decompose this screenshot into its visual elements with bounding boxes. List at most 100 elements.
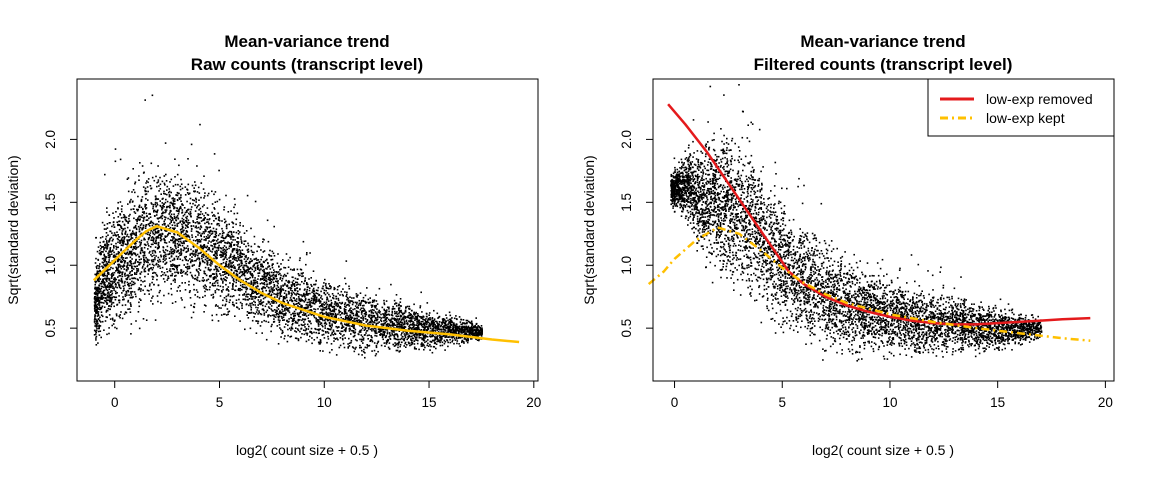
scatter-point: [393, 331, 395, 333]
scatter-point: [383, 332, 386, 335]
scatter-point: [331, 320, 334, 323]
scatter-point: [220, 250, 222, 253]
scatter-point: [431, 325, 434, 328]
scatter-point: [209, 262, 212, 264]
scatter-point: [171, 236, 173, 238]
scatter-point: [270, 305, 273, 307]
scatter-point: [227, 274, 230, 276]
scatter-point: [462, 322, 464, 324]
scatter-point: [373, 315, 376, 318]
scatter-point: [144, 238, 146, 241]
scatter-point: [290, 326, 293, 328]
scatter-point: [192, 260, 194, 262]
scatter-point: [158, 220, 160, 223]
scatter-point: [108, 332, 110, 335]
scatter-point: [103, 249, 105, 251]
scatter-point: [425, 335, 428, 338]
scatter-point: [429, 324, 431, 326]
scatter-point: [101, 265, 103, 268]
scatter-point: [237, 241, 240, 243]
scatter-point: [298, 293, 301, 296]
scatter-point: [354, 317, 357, 320]
scatter-point: [198, 204, 200, 206]
scatter-point: [145, 212, 148, 215]
scatter-point: [257, 313, 259, 315]
scatter-point: [432, 335, 435, 337]
scatter-point: [337, 305, 340, 307]
scatter-point: [153, 209, 156, 212]
scatter-point: [270, 294, 273, 297]
scatter-point: [195, 230, 198, 233]
scatter-point: [226, 288, 228, 290]
scatter-point: [341, 324, 344, 327]
scatter-point: [255, 286, 257, 288]
scatter-point: [177, 246, 179, 248]
scatter-point: [369, 297, 371, 299]
scatter-point: [363, 308, 366, 311]
scatter-point: [279, 319, 281, 322]
scatter-point: [392, 343, 394, 346]
scatter-point: [431, 334, 434, 336]
scatter-point: [269, 303, 272, 305]
scatter-point: [256, 285, 259, 287]
scatter-point: [151, 224, 154, 227]
scatter-point: [351, 311, 353, 313]
scatter-point: [163, 220, 165, 223]
scatter-point: [276, 288, 278, 291]
scatter-point: [442, 331, 445, 333]
scatter-point: [377, 322, 379, 324]
scatter-point: [413, 334, 416, 336]
scatter-point: [276, 296, 278, 298]
scatter-point: [225, 289, 228, 291]
scatter-point: [169, 270, 172, 273]
scatter-point: [365, 320, 368, 323]
scatter-point: [322, 350, 324, 352]
scatter-point: [120, 311, 122, 313]
scatter-point: [127, 243, 129, 245]
scatter-point: [296, 313, 299, 316]
scatter-point: [282, 319, 284, 321]
scatter-point: [327, 332, 330, 334]
scatter-point: [262, 283, 264, 285]
scatter-point: [170, 283, 172, 285]
scatter-point: [148, 290, 150, 292]
scatter-point: [117, 265, 120, 268]
scatter-point: [334, 338, 337, 340]
scatter-point: [277, 280, 279, 282]
scatter-point: [273, 318, 275, 320]
scatter-point: [443, 329, 445, 331]
scatter-point: [111, 298, 113, 300]
scatter-point: [106, 269, 109, 272]
scatter-point: [434, 330, 437, 332]
scatter-point: [98, 318, 100, 320]
scatter-point: [279, 289, 282, 292]
scatter-point: [407, 316, 410, 319]
scatter-point: [400, 327, 402, 330]
scatter-point: [195, 250, 198, 253]
scatter-point: [172, 279, 175, 282]
scatter-point: [345, 304, 348, 306]
scatter-point: [310, 297, 313, 300]
scatter-point: [168, 232, 170, 234]
scatter-point: [124, 293, 127, 296]
scatter-point: [213, 257, 215, 260]
scatter-point: [349, 302, 351, 304]
scatter-point: [440, 328, 442, 331]
scatter-point: [103, 292, 105, 295]
scatter-point: [361, 315, 364, 317]
scatter-point: [428, 322, 431, 325]
scatter-point: [291, 285, 293, 287]
scatter-point: [322, 285, 324, 288]
scatter-point: [273, 296, 276, 298]
scatter-point: [305, 292, 308, 295]
scatter-point: [364, 315, 367, 317]
scatter-point: [418, 323, 420, 326]
scatter-point: [179, 185, 182, 188]
scatter-point: [127, 203, 129, 205]
scatter-point: [174, 240, 176, 242]
scatter-point: [139, 218, 141, 220]
scatter-point: [157, 237, 160, 239]
scatter-point: [171, 248, 174, 250]
scatter-point: [103, 259, 105, 261]
scatter-point: [341, 302, 343, 304]
